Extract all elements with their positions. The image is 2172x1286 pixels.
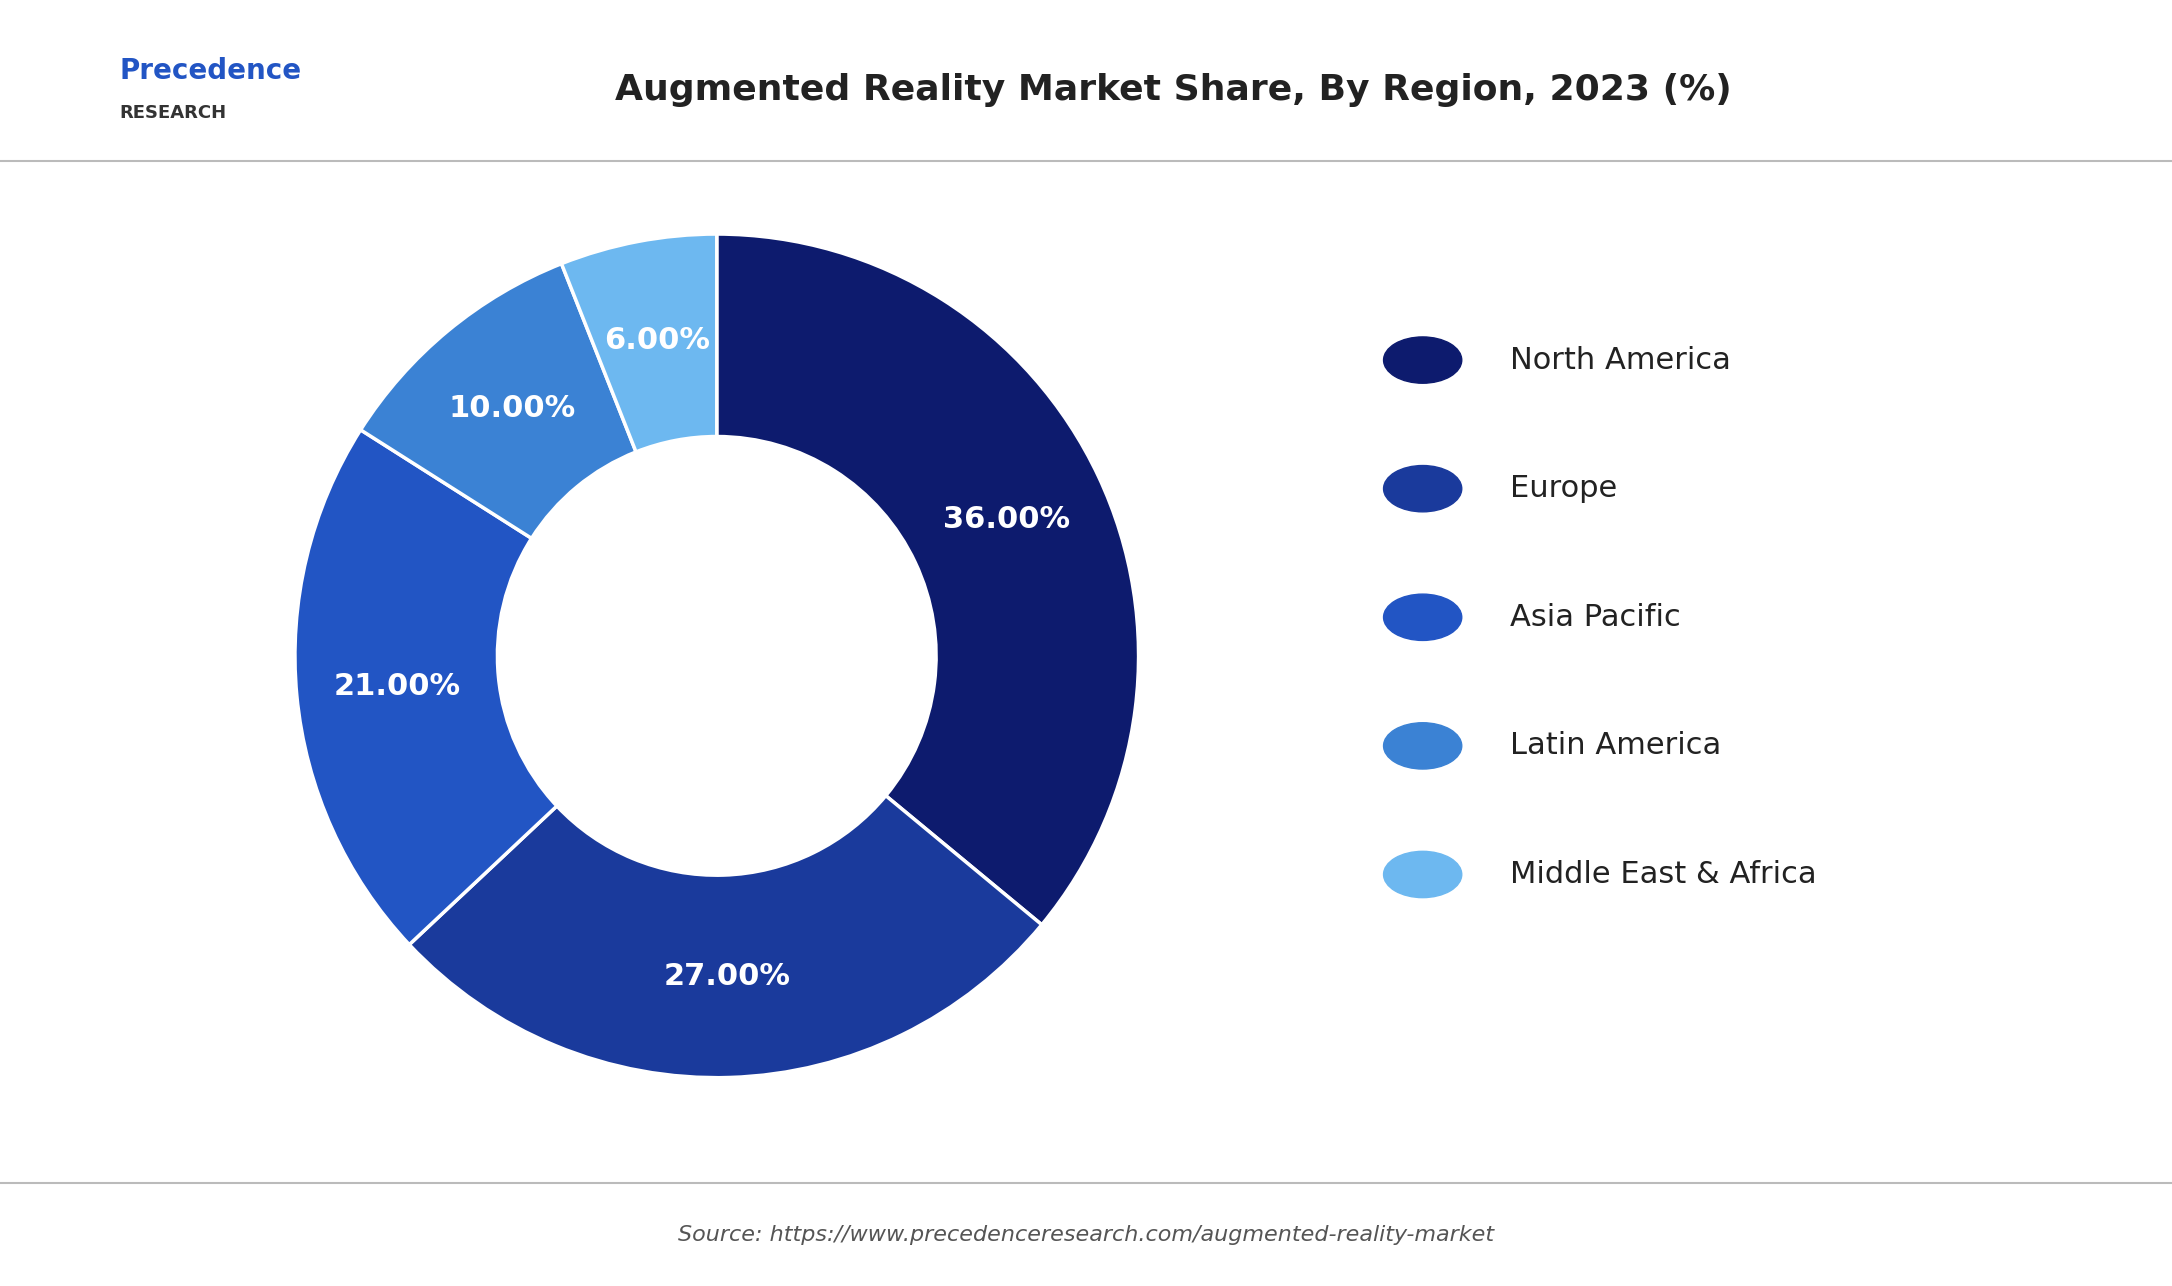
Text: Latin America: Latin America	[1510, 732, 1720, 760]
Text: Asia Pacific: Asia Pacific	[1510, 603, 1681, 631]
Text: 6.00%: 6.00%	[604, 327, 710, 355]
Text: Europe: Europe	[1510, 475, 1616, 503]
Text: Middle East & Africa: Middle East & Africa	[1510, 860, 1816, 889]
Wedge shape	[563, 234, 717, 451]
Text: Source: https://www.precedenceresearch.com/augmented-reality-market: Source: https://www.precedenceresearch.c…	[678, 1224, 1494, 1245]
Text: 27.00%: 27.00%	[662, 962, 791, 990]
Text: 36.00%: 36.00%	[943, 505, 1071, 534]
Text: RESEARCH: RESEARCH	[119, 104, 226, 122]
Wedge shape	[361, 264, 636, 539]
Wedge shape	[295, 430, 556, 945]
Wedge shape	[717, 234, 1138, 925]
Text: 10.00%: 10.00%	[450, 395, 576, 423]
Text: Precedence: Precedence	[119, 57, 302, 85]
Wedge shape	[408, 796, 1043, 1078]
Text: Augmented Reality Market Share, By Region, 2023 (%): Augmented Reality Market Share, By Regio…	[615, 73, 1731, 107]
Text: 21.00%: 21.00%	[334, 671, 460, 701]
Text: North America: North America	[1510, 346, 1731, 374]
